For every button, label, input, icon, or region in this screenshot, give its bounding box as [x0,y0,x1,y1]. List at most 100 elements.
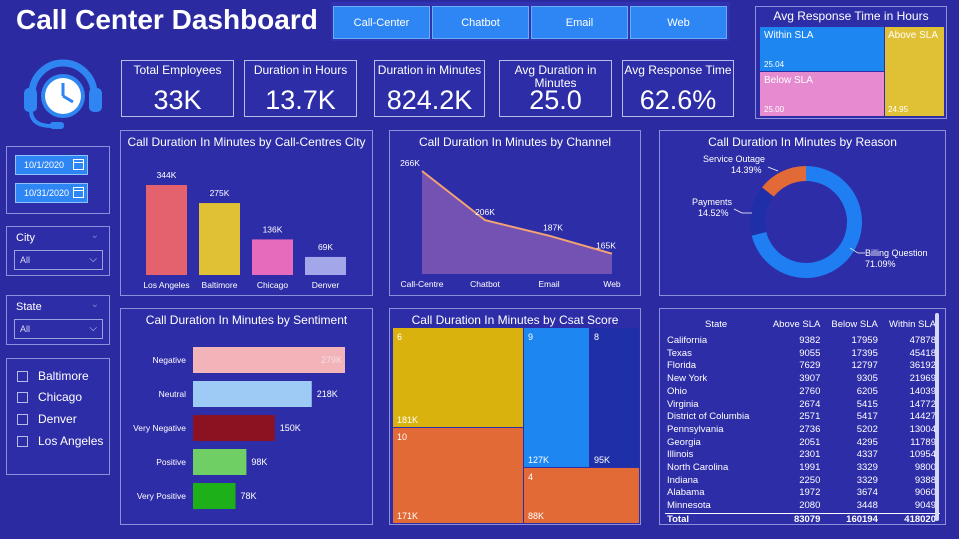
tab-call-center[interactable]: Call-Center [333,6,430,39]
channel-chart-panel: Call Duration In Minutes by Channel 266K… [389,130,641,296]
bar[interactable] [199,203,240,275]
value-cell: 2080 [799,500,821,512]
data-label: 279K [321,355,342,365]
donut-slice[interactable] [761,166,806,197]
value-cell: 4295 [856,436,878,448]
slice-percent-label: 14.52% [698,208,729,218]
city-option-label: Denver [38,412,77,426]
checkbox[interactable] [17,435,28,447]
channel-tab-bar: Call-Center Chatbot Email Web [331,2,730,41]
donut-slice[interactable] [750,187,774,236]
tab-web[interactable]: Web [630,6,727,39]
tick-label: Call-Centre [401,279,444,289]
state-cell: District of Columbia [667,411,750,423]
checkbox[interactable] [17,413,28,425]
below-sla-value: 25.00 [764,105,785,114]
below-sla-cell[interactable]: Below SLA 25.00 [760,72,884,116]
table-row[interactable]: Pennsylvania 2736 5202 13004 [665,424,940,437]
city-dropdown[interactable]: All ⌵ [14,250,103,270]
value-cell: 5417 [856,411,878,423]
treemap-cell[interactable] [393,328,523,427]
bar[interactable] [146,185,187,275]
column-header-above-sla[interactable]: Above SLA [772,318,821,330]
table-row[interactable]: New York 3907 9305 21969 [665,373,940,386]
end-date-input[interactable]: 10/31/2020 [15,183,88,203]
column-header-below-sla[interactable]: Below SLA [831,318,878,330]
slice-name-label: Payments [692,197,733,207]
kpi-label: Avg Duration in Minutes [514,63,597,90]
table-row[interactable]: Virginia 2674 5415 14772 [665,399,940,412]
table-row[interactable]: Georgia 2051 4295 11789 [665,437,940,450]
tick-label: Negative [152,355,186,365]
treemap-cell[interactable] [524,328,589,467]
eraser-icon[interactable]: ⌄ [90,299,99,310]
table-scrollbar[interactable] [935,313,939,521]
cell-score-label: 10 [397,432,407,442]
within-sla-cell[interactable]: Within SLA 25.04 [760,27,884,71]
calendar-icon[interactable] [73,187,84,198]
table-row[interactable]: District of Columbia 2571 5417 14427 [665,411,940,424]
tick-label: Positive [156,457,186,467]
table-row[interactable]: Illinois 2301 4337 10954 [665,449,940,462]
table-row[interactable]: Florida 7629 12797 36192 [665,360,940,373]
kpi-avg-duration: Avg Duration in Minutes 25.0 [499,60,612,117]
series-line[interactable] [421,170,613,255]
state-sla-table-panel: State Above SLA Below SLA Within SLA Cal… [659,308,946,527]
value-cell: 12797 [851,360,878,372]
value-cell: 3448 [856,500,878,512]
value-cell: 11789 [910,436,936,448]
state-dropdown-value: All [20,324,31,334]
slice-percent-label: 71.09% [865,259,896,269]
treemap-cell[interactable] [524,468,639,523]
sentiment-bar-chart: 279K Negative 218K Neutral 150K Very Negative… [133,347,345,509]
chevron-down-icon: ⌵ [89,254,97,265]
table-row[interactable]: Minnesota 2080 3448 9049 [665,500,940,513]
column-header-within-sla[interactable]: Within SLA [889,318,936,330]
bar[interactable] [193,381,312,407]
tick-label: Neutral [159,389,187,399]
slice-name-label: Service Outage [703,154,765,164]
data-label: 275K [210,188,230,198]
bar[interactable] [252,239,293,275]
table-row[interactable]: California 9382 17959 47878 [665,335,940,348]
table-row[interactable]: Texas 9055 17395 45418 [665,348,940,361]
checkbox[interactable] [17,370,28,382]
table-row[interactable]: Ohio 2760 6205 14039 [665,386,940,399]
tick-label: Very Positive [137,491,186,501]
eraser-icon[interactable]: ⌄ [90,230,99,241]
checkbox[interactable] [17,391,28,403]
table-total-row[interactable]: Total 83079 160194 418020 [665,512,940,527]
tab-email[interactable]: Email [531,6,628,39]
headset-clock-icon [24,59,102,129]
column-header-state[interactable]: State [705,318,728,330]
above-sla-cell[interactable]: Above SLA 24.95 [885,27,944,116]
bar[interactable] [193,415,275,441]
dashboard-title: Call Center Dashboard [16,4,318,35]
treemap-cell[interactable] [393,428,523,523]
value-cell: 2571 [799,411,821,423]
city-option-denver[interactable]: Denver [17,411,77,427]
table-row[interactable]: North Carolina 1991 3329 9800 [665,462,940,475]
state-sla-table: State Above SLA Below SLA Within SLA Cal… [665,313,940,527]
calendar-icon[interactable] [73,159,84,170]
city-option-chicago[interactable]: Chicago [17,389,82,405]
city-option-baltimore[interactable]: Baltimore [17,368,89,384]
sentiment-chart-panel: Call Duration In Minutes by Sentiment 27… [120,308,373,525]
bar[interactable] [305,256,346,275]
data-label: 206K [475,207,495,217]
state-cell: Florida [667,360,697,372]
table-row[interactable]: Indiana 2250 3329 9388 [665,475,940,488]
state-dropdown[interactable]: All ⌵ [14,319,103,339]
bar[interactable] [193,449,247,475]
bar[interactable] [193,347,345,373]
area-fill [422,171,612,274]
table-row[interactable]: Alabama 1972 3674 9060 [665,487,940,500]
city-option-los-angeles[interactable]: Los Angeles [17,433,103,449]
data-label: 266K [400,158,420,168]
bar[interactable] [193,483,236,509]
value-cell: 2051 [799,436,821,448]
treemap-cell[interactable] [590,328,639,467]
start-date-input[interactable]: 10/1/2020 [15,155,88,175]
kpi-value: 33K [153,85,202,115]
tab-chatbot[interactable]: Chatbot [432,6,529,39]
